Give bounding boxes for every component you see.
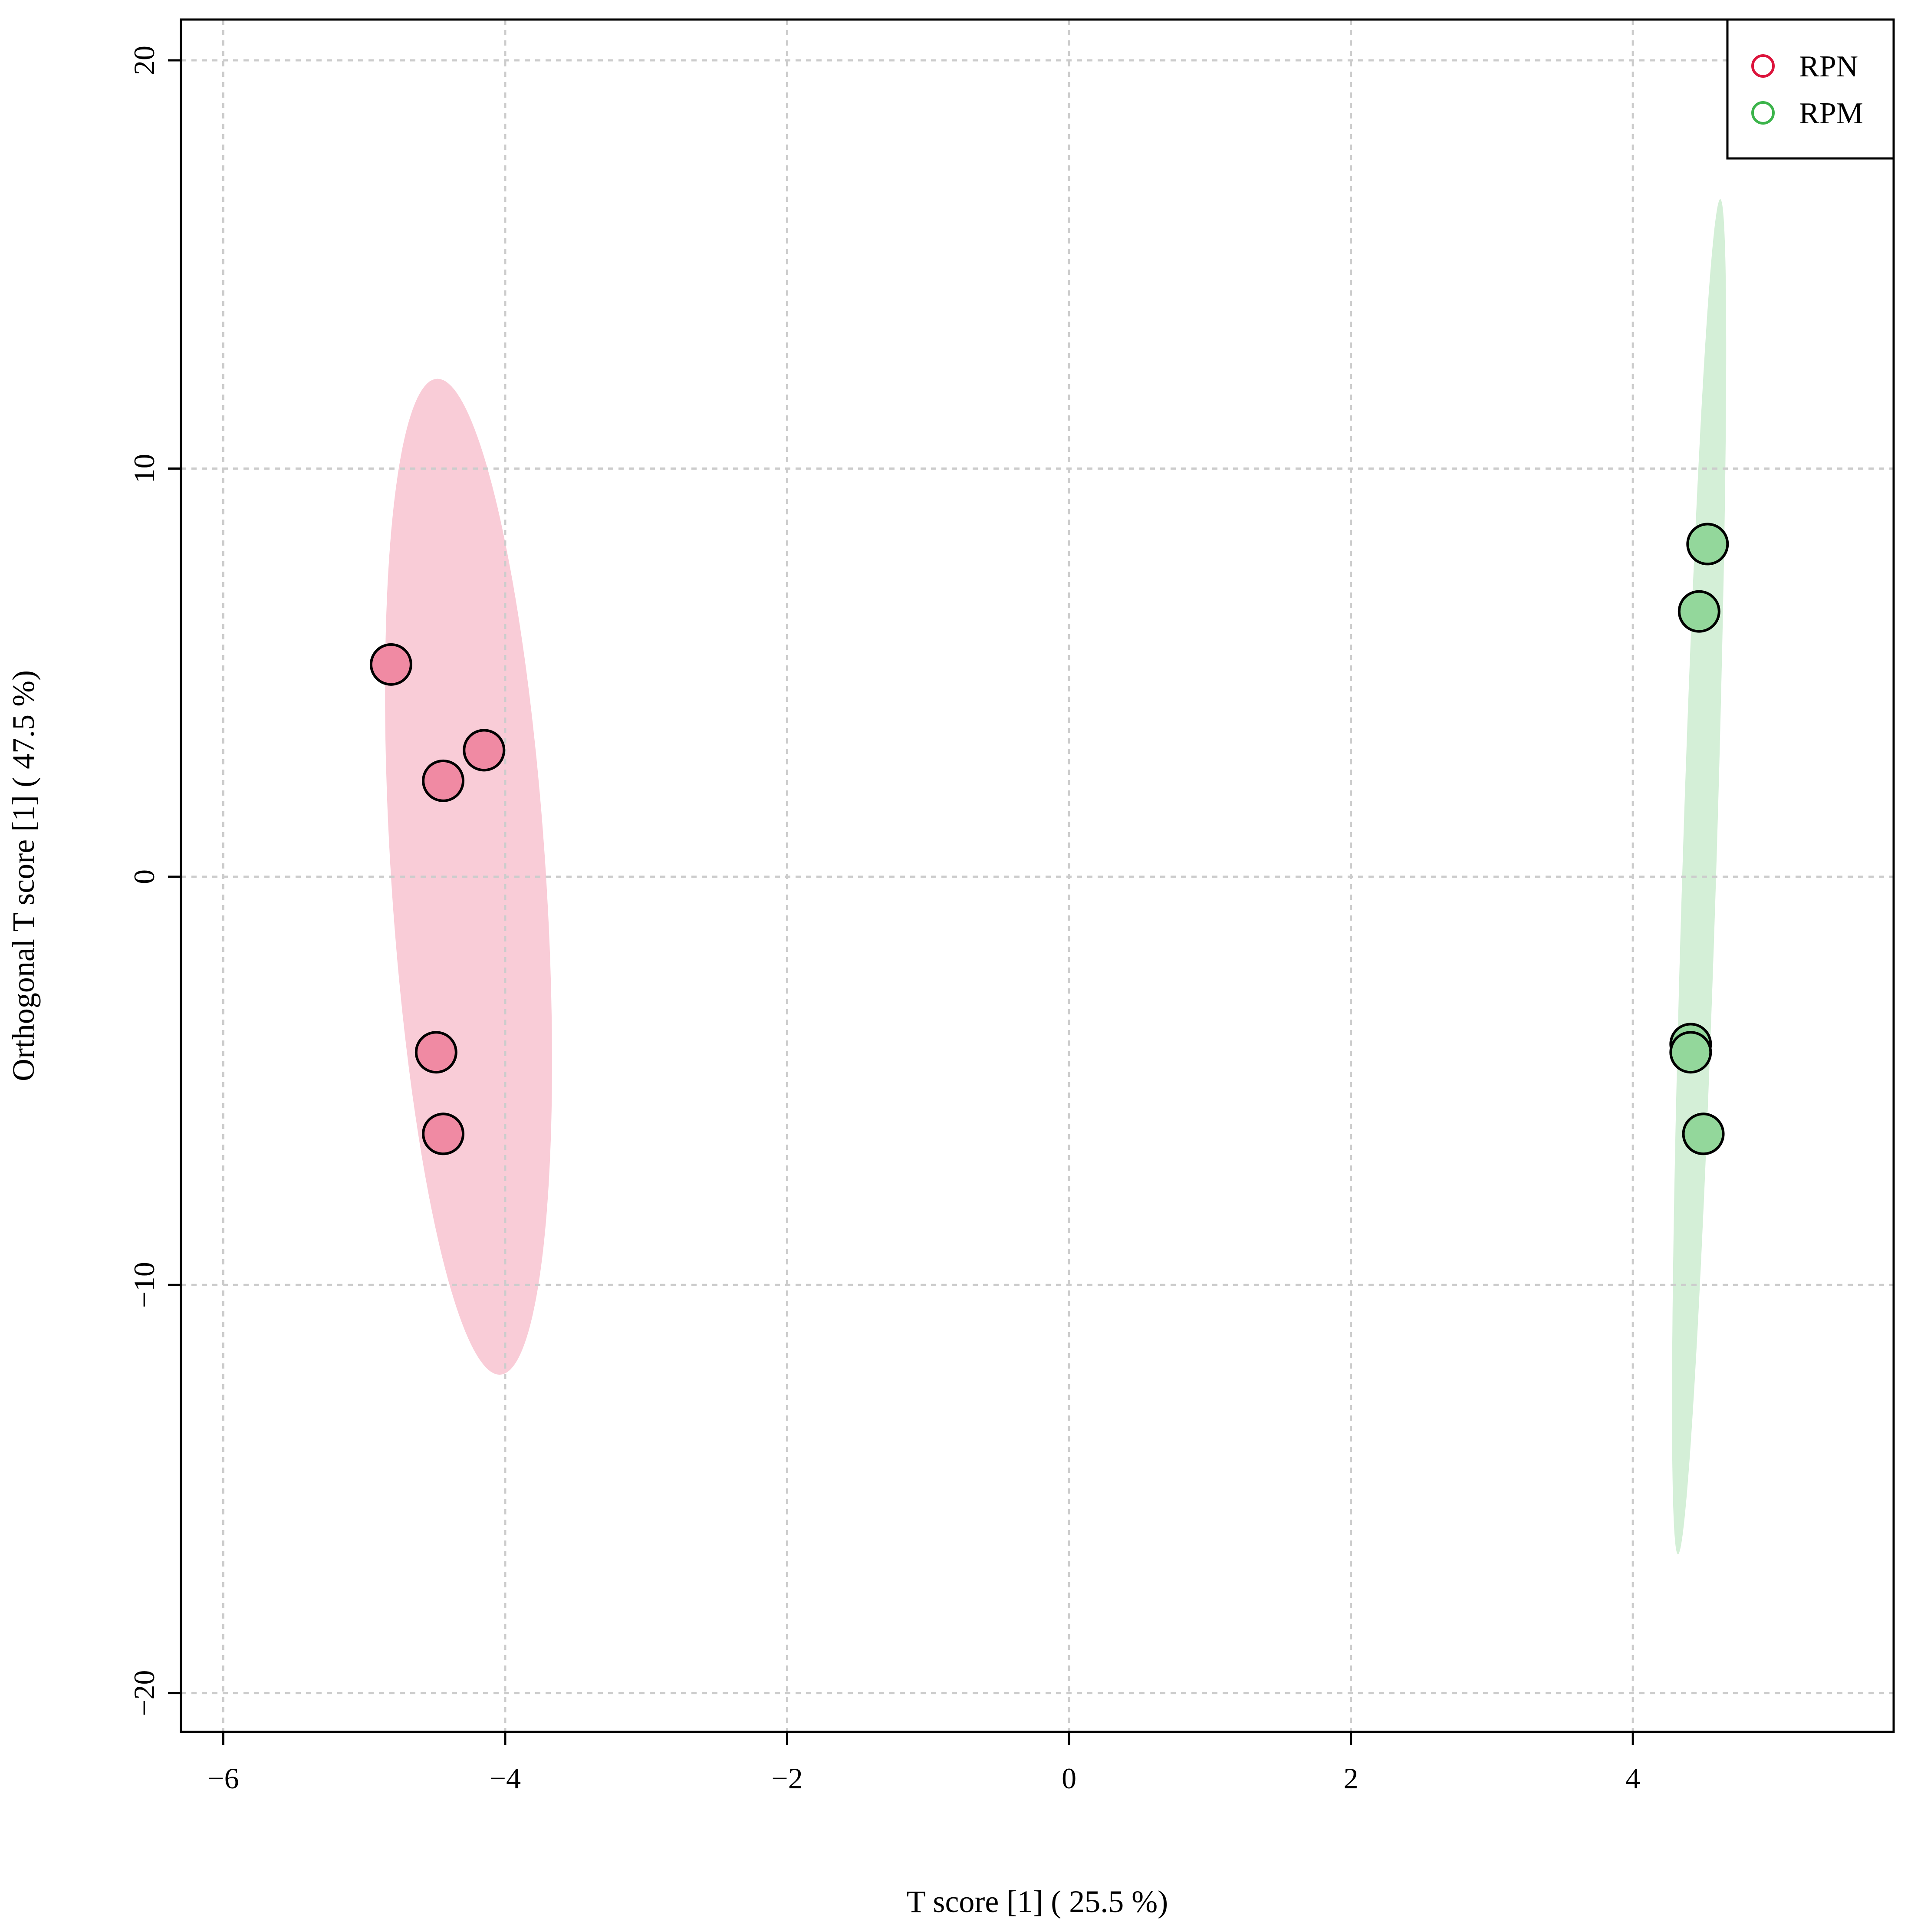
point-rpn [422, 759, 465, 802]
legend: RPN RPM [1726, 18, 1895, 160]
y-tick-label: 10 [128, 454, 161, 483]
y-tick-label: 0 [128, 869, 161, 884]
legend-label-rpn: RPN [1799, 50, 1858, 83]
x-tick-label: −4 [490, 1762, 521, 1795]
point-rpm [1677, 590, 1720, 633]
legend-label-rpm: RPM [1799, 97, 1863, 130]
legend-marker-rpn [1751, 54, 1775, 78]
x-tick-label: 0 [1062, 1762, 1076, 1795]
x-tick-label: −2 [771, 1762, 803, 1795]
point-rpm [1686, 523, 1729, 566]
point-rpm [1669, 1031, 1712, 1074]
legend-box [1726, 18, 1895, 160]
point-rpn [463, 729, 506, 772]
point-rpn [369, 643, 412, 686]
y-tick-label: −10 [128, 1262, 161, 1308]
y-tick-label: 20 [128, 46, 161, 75]
x-tick-label: 4 [1625, 1762, 1640, 1795]
point-rpn [414, 1031, 457, 1074]
point-rpm [1682, 1112, 1725, 1155]
x-tick-label: −6 [207, 1762, 239, 1795]
y-tick-label: −20 [128, 1670, 161, 1716]
y-axis-title: Orthogonal T score [1] ( 47.5 %) [6, 670, 41, 1081]
legend-marker-rpm [1751, 101, 1775, 125]
confidence-ellipse-rpm [1672, 199, 1727, 1554]
point-rpn [422, 1112, 465, 1155]
x-tick-label: 2 [1344, 1762, 1358, 1795]
gridlines [181, 20, 1894, 1732]
x-axis: −6 −4 −2 0 2 4 [207, 1732, 1640, 1795]
x-axis-title: T score [1] ( 25.5 %) [907, 1884, 1168, 1919]
data-points [369, 523, 1729, 1155]
y-axis: −20 −10 0 10 20 [128, 46, 181, 1716]
